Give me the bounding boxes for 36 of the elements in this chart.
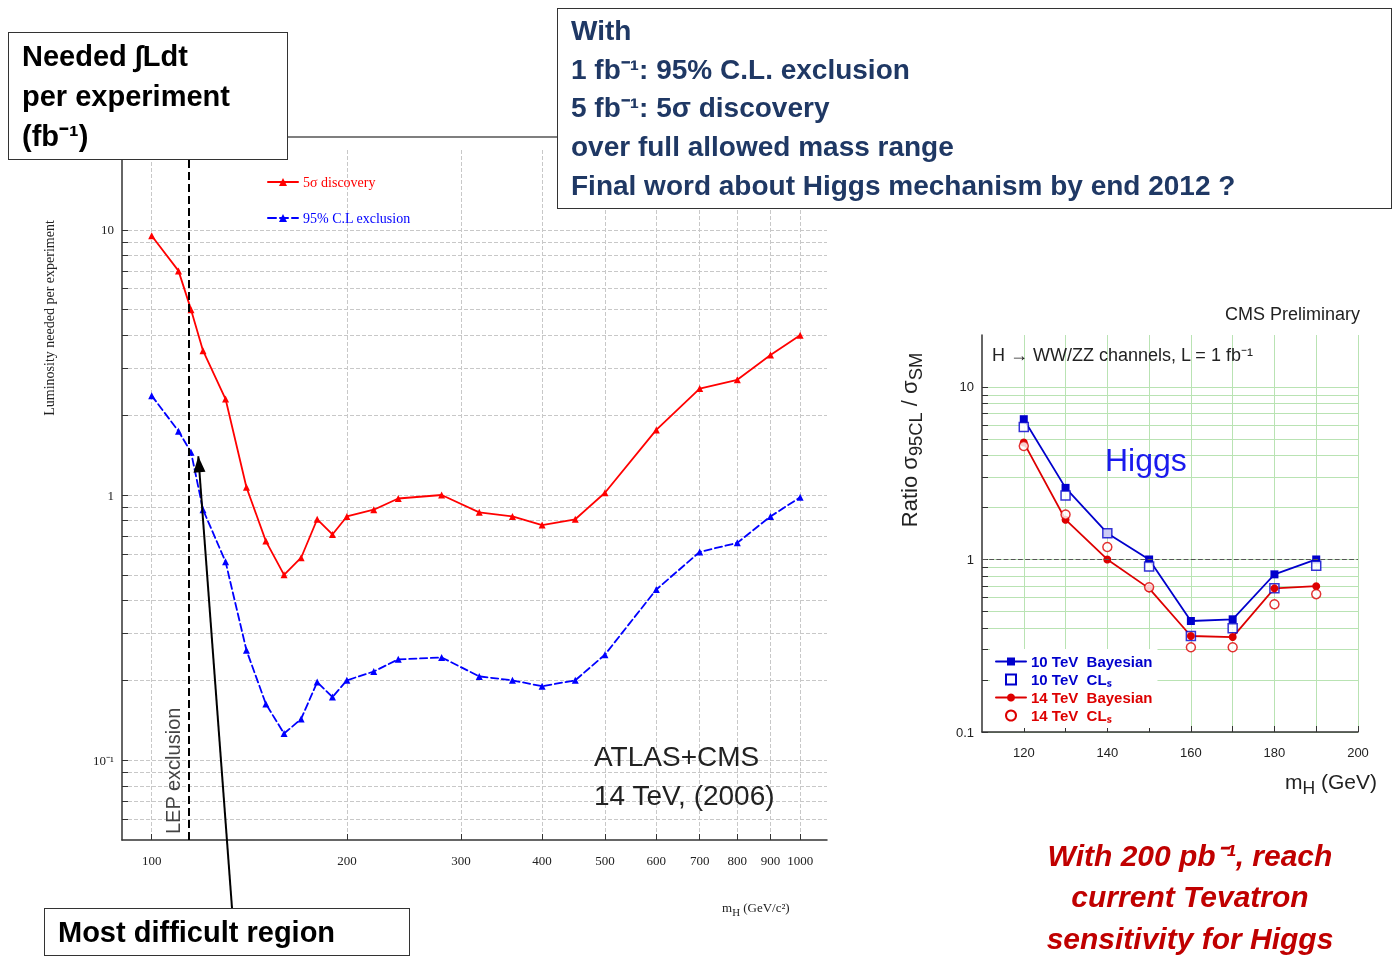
x-tick-label: 800 (727, 853, 748, 868)
x-tick-label: 700 (689, 853, 710, 868)
x-axis-title: m$_{H}$ (GeV/c²) (722, 900, 790, 918)
legend-label: 95% C.L exclusion (303, 210, 411, 226)
text: With 200 pb⁻¹, reach current Tevatron sensitivity for Higgs (1045, 838, 1335, 957)
x-axis-title: m$_{H}$ (GeV) (1285, 770, 1377, 800)
x-tick-label: 200 (337, 853, 357, 868)
y-tick-label: 10⁻¹ (93, 752, 115, 768)
y-tick-label: 10 (959, 379, 974, 395)
x-tick-label: 900 (760, 853, 781, 868)
y-tick-label: 0.1 (955, 724, 974, 740)
text: CMS Preliminary (1223, 303, 1360, 326)
legend-label: 10 TeV CLₛ (1031, 671, 1112, 688)
y-tick-label: 1 (107, 487, 114, 503)
y-axis-title: Luminosity needed per experiment (42, 220, 58, 416)
x-tick-label: 600 (646, 853, 667, 868)
annotation: H → WW/ZZ channels, L = 1 fb⁻¹ (992, 344, 1254, 367)
legend-label: 14 TeV CLₛ (1031, 707, 1112, 724)
x-tick-label: 500 (595, 853, 615, 868)
x-tick-label: 100 (141, 853, 162, 868)
y-tick-label: 1 (966, 551, 974, 567)
x-tick-label: 200 (1347, 745, 1369, 760)
legend-label: 10 TeV Bayesian (1031, 653, 1153, 670)
y-tick-label: 10 (101, 222, 114, 238)
x-tick-label: 1000 (787, 853, 814, 868)
ref-line-label: LEP exclusion (161, 707, 184, 834)
annotation: Higgs (1105, 441, 1188, 480)
x-tick-label: 400 (532, 853, 552, 868)
x-tick-label: 160 (1180, 745, 1202, 760)
x-tick-label: 140 (1096, 745, 1119, 760)
x-tick-label: 120 (1012, 745, 1035, 760)
x-tick-label: 180 (1263, 745, 1286, 760)
legend-label: 14 TeV Bayesian (1031, 689, 1153, 706)
annotation: ATLAS+CMS 14 TeV, (2006) (594, 740, 776, 813)
x-tick-label: 300 (451, 853, 471, 868)
legend-label: 5σ discovery (303, 174, 376, 190)
